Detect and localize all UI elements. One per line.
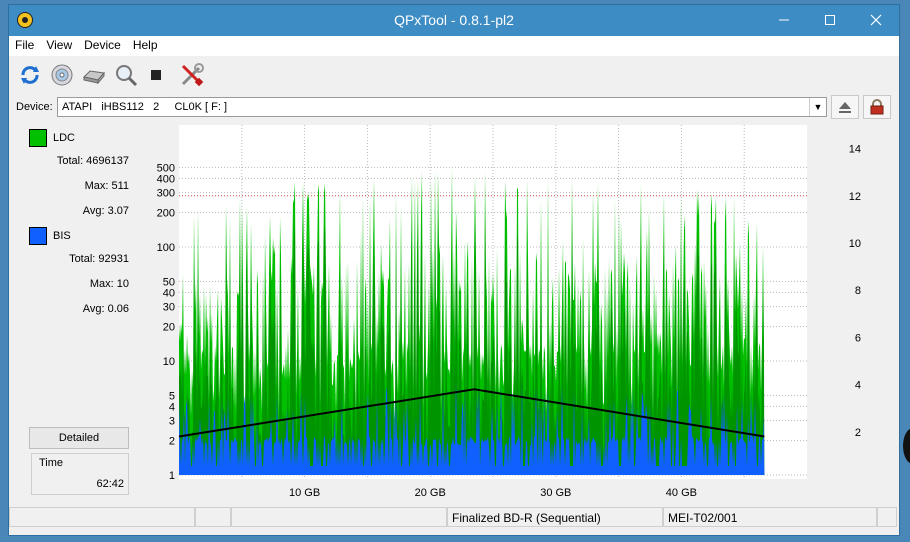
stop-button[interactable]: [143, 62, 169, 88]
time-value: 62:42: [96, 478, 124, 490]
ldc-swatch[interactable]: [29, 129, 47, 147]
y-left-tick-label: 20: [163, 322, 175, 334]
status-media-id: MEI-T02/001: [663, 507, 877, 527]
refresh-icon: [21, 66, 39, 84]
y-left-tick-label: 2: [169, 436, 175, 448]
y-left-tick-label: 200: [157, 208, 175, 220]
qpxtool-logo-icon: [17, 12, 33, 28]
tools-icon: [181, 63, 204, 87]
stop-icon: [151, 70, 161, 80]
y-right-tick-label: 2: [855, 427, 861, 439]
toolbar: [9, 57, 899, 91]
y-left-tick-label: 3: [169, 416, 175, 428]
y-left-tick-label: 40: [163, 287, 175, 299]
lock-icon: [870, 99, 884, 115]
bis-series: [179, 380, 765, 475]
y-left-tick-label: 1: [169, 470, 175, 482]
settings-button[interactable]: [179, 62, 205, 88]
status-cell-1: [9, 507, 195, 527]
device-info-button[interactable]: [81, 62, 107, 88]
device-label: Device:: [16, 101, 53, 113]
title-bar[interactable]: QPxTool - 0.8.1-pl2: [9, 5, 899, 36]
drive-icon: [82, 70, 105, 85]
maximize-button[interactable]: [807, 5, 853, 35]
minimize-button[interactable]: [761, 5, 807, 35]
bis-area: [179, 380, 765, 475]
time-label: Time: [39, 457, 64, 469]
bis-total: Total: 92931: [69, 253, 129, 265]
bis-baseline: [179, 468, 765, 475]
eject-icon: [839, 102, 851, 113]
y-left-tick-label: 400: [157, 173, 175, 185]
menu-file[interactable]: File: [15, 38, 35, 52]
x-ticks: 10 GB 20 GB 30 GB 40 GB: [289, 487, 697, 499]
y-right-ticks: 2 4 6 8 10 12 14: [849, 144, 861, 439]
bis-name: BIS: [53, 230, 71, 242]
status-disc-type: Finalized BD-R (Sequential): [447, 507, 663, 527]
status-cell-2: [195, 507, 231, 527]
menu-view[interactable]: View: [46, 38, 73, 52]
desktop-edge-icon: [903, 428, 910, 464]
bis-swatch[interactable]: [29, 227, 47, 245]
menu-help[interactable]: Help: [132, 38, 158, 52]
eject-button[interactable]: [831, 95, 859, 119]
ldc-avg: Avg: 3.07: [82, 205, 129, 217]
status-cell-3: [231, 507, 447, 527]
x-tick-label: 30 GB: [540, 487, 571, 499]
y-right-tick-label: 6: [855, 332, 861, 344]
x-tick-label: 10 GB: [289, 487, 320, 499]
y-left-tick-label: 10: [163, 356, 175, 368]
y-right-tick-label: 8: [855, 285, 861, 297]
disc-icon: [51, 64, 73, 86]
speed-curve: [178, 388, 765, 438]
close-button[interactable]: [853, 5, 899, 35]
status-bar: Finalized BD-R (Sequential) MEI-T02/001: [9, 507, 899, 529]
y-left-tick-label: 5: [169, 390, 175, 402]
magnifier-icon: [116, 65, 138, 87]
y-left-tick-label: 500: [157, 162, 175, 174]
device-value: ATAPI iHBS112 2 CL0K [ F: ]: [62, 101, 228, 113]
resize-grip[interactable]: [877, 507, 897, 527]
ldc-name: LDC: [53, 132, 76, 144]
close-icon: [870, 14, 882, 26]
menu-bar: File View Device Help: [9, 36, 899, 56]
ldc-max: Max: 511: [84, 180, 129, 192]
app-window: QPxTool - 0.8.1-pl2 File View Device Help: [8, 4, 900, 536]
y-right-tick-label: 10: [849, 238, 861, 250]
lock-button[interactable]: [863, 95, 891, 119]
y-left-tick-label: 4: [169, 401, 175, 413]
y-left-tick-label: 30: [163, 302, 175, 314]
y-left-tick-label: 50: [163, 276, 175, 288]
y-left-tick-label: 100: [157, 242, 175, 254]
dropdown-arrow-icon[interactable]: ▼: [809, 98, 826, 116]
ldc-series: [179, 166, 765, 475]
stats-panel: LDC Total: 4696137 Max: 511 Avg: 3.07 BI…: [9, 123, 139, 503]
device-bar: Device: ATAPI iHBS112 2 CL0K [ F: ] ▼: [9, 95, 899, 121]
window-title: QPxTool - 0.8.1-pl2: [394, 12, 514, 28]
scan-button[interactable]: [113, 62, 139, 88]
y-right-tick-label: 14: [849, 144, 861, 156]
device-select[interactable]: ATAPI iHBS112 2 CL0K [ F: ] ▼: [57, 97, 827, 117]
detailed-button[interactable]: Detailed: [29, 427, 129, 449]
bis-max: Max: 10: [89, 278, 129, 290]
x-tick-label: 40 GB: [666, 487, 697, 499]
refresh-button[interactable]: [17, 62, 43, 88]
bis-avg: Avg: 0.06: [82, 303, 129, 315]
ldc-total: Total: 4696137: [56, 155, 129, 167]
time-box: Time 62:42: [31, 453, 129, 495]
ldc-dense-area: [179, 204, 765, 475]
x-tick-label: 20 GB: [415, 487, 446, 499]
maximize-icon: [825, 15, 835, 25]
y-right-tick-label: 12: [849, 191, 861, 203]
menu-device[interactable]: Device: [84, 38, 121, 52]
y-right-tick-label: 4: [855, 380, 861, 392]
chart-area: 1 2 3 4 5 10 20 30 40 50 100 200 300 400 500 2 4 6 8 10 12 1…: [141, 123, 895, 503]
y-left-tick-label: 300: [157, 188, 175, 200]
media-info-button[interactable]: [49, 62, 75, 88]
minimize-icon: [779, 19, 789, 21]
